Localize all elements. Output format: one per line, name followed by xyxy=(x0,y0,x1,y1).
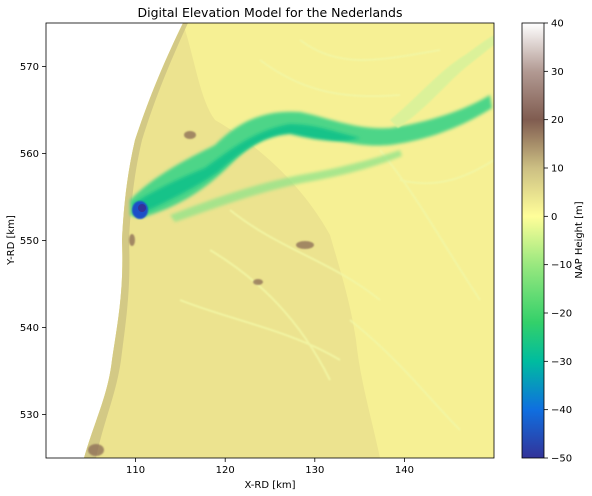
x-axis: 110 120 130 140 xyxy=(126,458,414,476)
colorbar-gradient xyxy=(521,22,545,459)
colorbar-tick-label: 0 xyxy=(551,212,557,223)
y-tick-label: 570 xyxy=(20,62,39,73)
tidal-channel-main xyxy=(130,95,492,218)
chart-title: Digital Elevation Model for the Nederlan… xyxy=(137,5,402,20)
deep-scour-core xyxy=(138,204,146,212)
colorbar-tick-label: −50 xyxy=(551,454,572,465)
colorbar-tick-label: −10 xyxy=(551,260,572,271)
y-tick-label: 560 xyxy=(20,149,39,160)
y-axis: 530 540 550 560 570 xyxy=(20,62,46,421)
x-tick-label: 120 xyxy=(216,465,235,476)
y-tick-label: 540 xyxy=(20,323,39,334)
x-tick-label: 140 xyxy=(395,465,414,476)
shoal-streaks xyxy=(179,39,494,431)
colorbar-tick-label: 40 xyxy=(551,19,564,30)
tidal-channel-deep xyxy=(132,124,360,212)
colorbar-tick-label: 20 xyxy=(551,115,564,126)
colorbar: 40 30 20 10 0 −10 −20 −30 −40 −50 NAP Height [m] xyxy=(521,19,585,465)
colorbar-tick-label: −40 xyxy=(551,405,572,416)
tidal-channel-branch xyxy=(170,150,402,222)
x-tick-label: 110 xyxy=(126,465,145,476)
colorbar-label: NAP Height [m] xyxy=(574,201,585,278)
x-tick-label: 130 xyxy=(305,465,324,476)
y-axis-label: Y-RD [km] xyxy=(6,215,17,266)
colorbar-tick-label: −20 xyxy=(551,309,572,320)
y-tick-label: 550 xyxy=(20,236,39,247)
elevation-map xyxy=(46,23,494,458)
tidal-channel-north xyxy=(390,35,494,128)
colorbar-tick-label: −30 xyxy=(551,357,572,368)
land-area xyxy=(84,23,380,458)
colorbar-tick-label: 10 xyxy=(551,164,564,175)
colorbar-tick-label: 30 xyxy=(551,67,564,78)
high-dune-patches xyxy=(88,131,314,456)
colorbar-ticks: 40 30 20 10 0 −10 −20 −30 −40 −50 xyxy=(544,19,572,465)
y-tick-label: 530 xyxy=(20,410,39,421)
x-axis-label: X-RD [km] xyxy=(244,480,295,491)
